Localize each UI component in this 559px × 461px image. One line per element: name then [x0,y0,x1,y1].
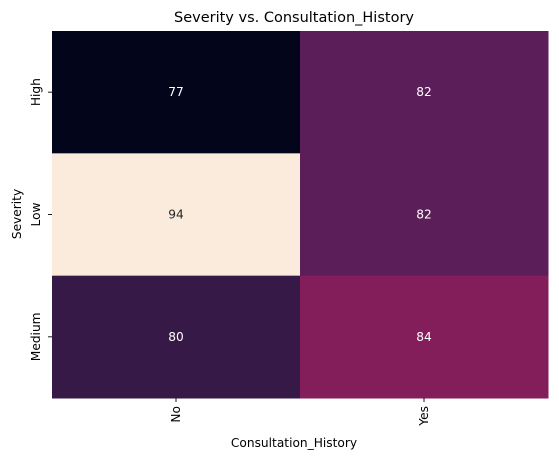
cell-value-label: 94 [168,208,184,222]
cell-value-label: 84 [416,330,432,344]
heatmap-cell [52,153,301,277]
heatmap-cell [300,275,549,399]
cell-value-label: 77 [168,85,184,99]
heatmap-cell [300,31,549,154]
y-tick-label: Low [29,202,43,226]
x-tick-label: No [169,406,183,423]
heatmap-cell [52,31,301,154]
heatmap-cell [300,153,549,277]
y-axis: High Low Medium [29,78,52,361]
y-axis-label: Severity [10,189,24,239]
cell-value-label: 80 [168,330,184,344]
x-axis: No Yes [169,398,431,427]
y-tick-label: High [29,78,43,106]
x-tick-label: Yes [417,406,431,427]
x-axis-label: Consultation_History [231,436,357,450]
cell-value-label: 82 [416,85,432,99]
cell-value-label: 82 [416,208,432,222]
heatmap-cell [52,275,301,399]
y-tick-label: Medium [29,312,43,361]
heatmap-cells: 77 82 94 82 80 84 [52,31,549,399]
chart-title: Severity vs. Consultation_History [174,10,414,26]
